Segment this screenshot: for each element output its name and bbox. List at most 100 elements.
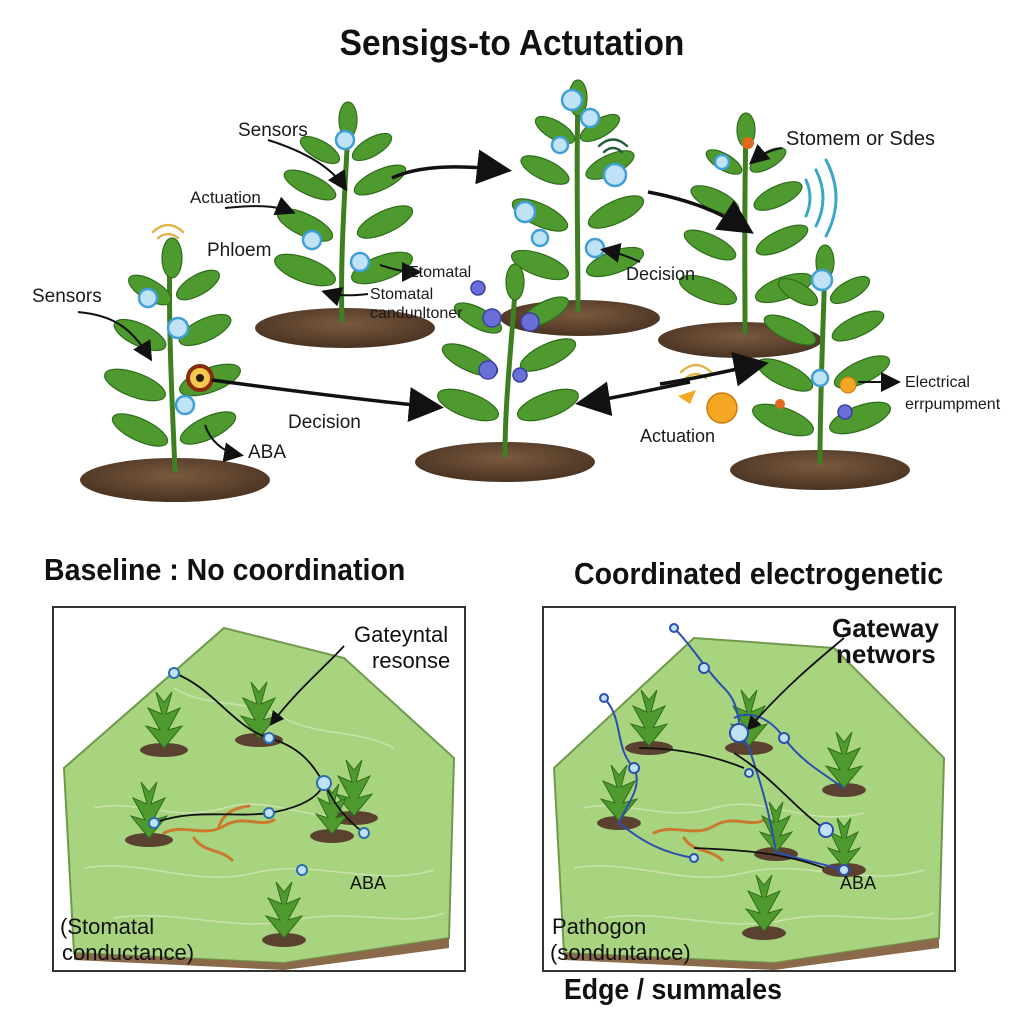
pointer-arrow <box>204 424 244 463</box>
plant-stem <box>817 262 828 465</box>
sensor-node <box>550 135 570 155</box>
baseline-heading: Baseline : No coordination <box>44 552 406 587</box>
signal-wave <box>602 146 624 154</box>
leaf <box>683 229 737 261</box>
label-gateway-response-2: resonse <box>372 648 451 673</box>
leaf <box>437 388 499 422</box>
leaf <box>756 358 814 392</box>
label-decision: Decision <box>626 264 696 284</box>
signal-wave <box>804 178 812 218</box>
plant <box>826 817 862 869</box>
sensor-node <box>482 308 502 328</box>
flow-arrow <box>211 378 444 422</box>
sensor-node <box>166 316 190 340</box>
sensor-node <box>137 287 159 309</box>
plant <box>239 681 279 739</box>
sensor-node <box>301 229 323 251</box>
sensor-node <box>316 775 332 791</box>
sensor-node <box>513 200 537 224</box>
sensor-node <box>168 667 180 679</box>
plant <box>629 689 669 747</box>
actuator-dot <box>742 137 754 149</box>
label-aba: ABA <box>840 873 877 893</box>
sensor-node <box>512 367 528 383</box>
sensor-node <box>599 693 609 703</box>
leaf <box>176 269 220 301</box>
plant <box>314 783 350 835</box>
sensor-node <box>263 732 275 744</box>
soil-mound <box>80 458 270 502</box>
baseline-panel: Gateyntal resonse ABA (Stomatal conducta… <box>52 606 466 972</box>
signal-wave <box>814 168 825 228</box>
signal-wave <box>679 363 713 374</box>
leaf <box>678 274 738 306</box>
pointer-arrow <box>746 637 845 731</box>
leaf <box>777 277 819 307</box>
sensor-node <box>560 88 584 112</box>
network-link <box>618 822 695 859</box>
pointer-arrow <box>748 143 783 165</box>
network-link <box>775 851 845 871</box>
signal-wave <box>597 138 629 148</box>
signal-wave <box>824 158 838 238</box>
terrain-tile <box>62 626 456 965</box>
plant <box>334 759 374 817</box>
sensor-node <box>689 853 699 863</box>
pointer-arrow <box>224 196 296 216</box>
sensor-node <box>579 107 601 129</box>
sensor-node <box>698 662 710 674</box>
leaf <box>831 310 885 342</box>
sensor-node <box>602 162 628 188</box>
coordinated-panel: Gateway networs ABA Pathogon (sonduntanc… <box>542 606 956 972</box>
label-aba: ABA <box>248 442 287 463</box>
label-electrical: Electrical <box>905 374 970 391</box>
label-etomatal: Etomatal <box>408 264 472 281</box>
label-stomatal: (Stomatal <box>60 914 155 939</box>
label-stomatal: Stomatal <box>370 286 434 303</box>
soil-mound <box>262 933 306 947</box>
sensor-node <box>778 732 790 744</box>
soil-mound <box>140 743 188 757</box>
signal-line <box>638 747 745 769</box>
soil-mound <box>822 783 866 797</box>
pointer-arrow <box>379 261 422 282</box>
flow-arrow <box>575 380 691 417</box>
signal-line <box>733 752 827 831</box>
plant-stem <box>166 247 178 473</box>
leaf <box>829 401 891 435</box>
label-phloem: Phloem <box>207 240 272 261</box>
actuator-dot <box>839 376 857 394</box>
plant <box>744 874 784 932</box>
plant <box>824 731 864 789</box>
label-gateway-response-1: Gateyntal <box>354 622 449 647</box>
leaf <box>351 251 413 285</box>
leaf <box>833 355 891 389</box>
baseline-terrain-illustration <box>62 626 456 970</box>
sensing-to-actuation-illustration <box>77 79 910 502</box>
leaf <box>274 253 336 287</box>
sensor-node <box>838 864 850 876</box>
leaf <box>353 164 407 196</box>
sensor-node <box>669 623 679 633</box>
soil-mound <box>415 442 595 482</box>
label-sensors: Sensors <box>238 120 308 141</box>
signal-wave <box>151 223 185 234</box>
leaf <box>753 181 803 211</box>
plant <box>264 881 304 939</box>
sensor-node <box>744 768 754 778</box>
label-stomem: Stomem or Sdes <box>786 128 935 150</box>
sensor-node <box>628 762 640 774</box>
sensor-node <box>810 268 834 292</box>
label-gateway-networks-1: Gateway <box>832 613 939 643</box>
coordinated-heading: Coordinated electrogenetic <box>574 556 944 591</box>
sensor-node <box>263 807 275 819</box>
leaf <box>178 313 232 347</box>
leaf <box>356 205 414 239</box>
leaf <box>104 368 166 402</box>
diagram-title: Sensigs-to Actutation <box>339 22 685 63</box>
network-link <box>748 747 777 853</box>
leaf <box>111 413 169 447</box>
leaf <box>829 275 871 305</box>
label-equipment: errpumpment <box>905 396 1001 413</box>
sensor-node <box>148 817 160 829</box>
